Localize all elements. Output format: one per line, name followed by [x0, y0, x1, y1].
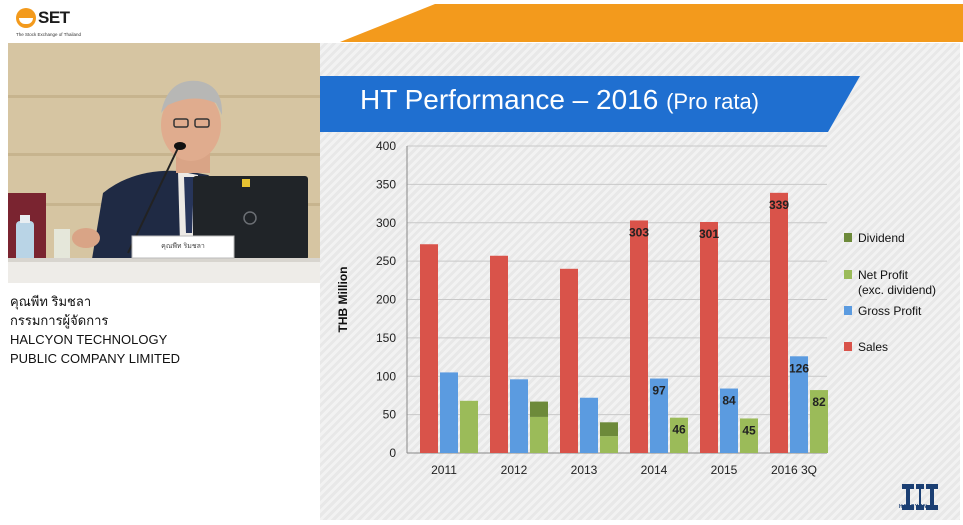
sales-data-label: 303 [629, 225, 649, 239]
slide-title-paren: (Pro rata) [666, 89, 760, 114]
header-orange-band [340, 4, 963, 42]
speaker-nameplate: คุณพีท ริมชลา [161, 243, 205, 250]
sales-bar [490, 255, 508, 453]
gross-profit-bar [440, 372, 458, 453]
y-tick-label: 300 [376, 216, 396, 230]
speaker-title: กรรมการผู้จัดการ [10, 313, 109, 328]
set-logo-text: SET [38, 8, 70, 27]
legend-label: Sales [858, 340, 888, 354]
x-tick-label: 2011 [431, 463, 457, 477]
y-tick-label: 250 [376, 254, 396, 268]
company-line-2: PUBLIC COMPANY LIMITED [10, 351, 180, 366]
speaker-video: คุณพีท ริมชลา [8, 43, 320, 283]
gross-profit-data-label: 97 [652, 384, 666, 398]
gross-profit-data-label: 126 [789, 361, 809, 375]
dividend-bar [530, 401, 548, 417]
gross-profit-bar [580, 397, 598, 453]
sales-bar [630, 220, 648, 453]
legend-label: Dividend [858, 231, 905, 245]
company-line-1: HALCYON TECHNOLOGY [10, 332, 168, 347]
x-tick-label: 2015 [711, 463, 738, 477]
x-tick-label: 2012 [501, 463, 528, 477]
x-tick-label: 2014 [641, 463, 668, 477]
gross-profit-bar [720, 388, 738, 453]
net-profit-bar [600, 436, 618, 453]
net-profit-data-label: 82 [812, 395, 826, 409]
slide-title: HT Performance – 2016 (Pro rata) [360, 84, 759, 116]
halcyon-logo-icon [902, 484, 938, 510]
performance-bar-chart: 0 50 100 150 200 250 300 350 400 THB Million 2011 2… [336, 139, 936, 477]
legend-label-line2: (exc. dividend) [858, 283, 936, 297]
sales-data-label: 301 [699, 227, 719, 241]
net-profit-bar [530, 416, 548, 453]
net-profit-bar [740, 418, 758, 453]
x-tick-label: 2016 3Q [771, 463, 817, 477]
legend-swatch [844, 270, 852, 279]
net-profit-bar [810, 390, 828, 453]
legend-label: Gross Profit [858, 304, 922, 318]
slide-title-main: HT Performance – 2016 [360, 84, 659, 115]
slide-title-banner [320, 76, 860, 132]
halcyon-logo-text: HALCYON [899, 504, 928, 510]
legend-swatch [844, 233, 852, 242]
gross-profit-bar [790, 356, 808, 453]
y-tick-label: 200 [376, 293, 396, 307]
y-tick-label: 50 [383, 408, 397, 422]
gross-profit-bar [650, 378, 668, 453]
bottom-border [0, 520, 963, 525]
right-border [960, 43, 963, 520]
gross-profit-data-label: 84 [722, 394, 736, 408]
y-tick-label: 100 [376, 369, 396, 383]
set-logo-icon [16, 8, 36, 28]
net-profit-data-label: 46 [672, 423, 686, 437]
x-tick-label: 2013 [571, 463, 598, 477]
legend-swatch [844, 342, 852, 351]
legend-swatch [844, 306, 852, 315]
presentation-slide: HT Performance – 2016 (Pro rata) 0 50 100 1… [320, 43, 960, 520]
y-tick-label: 350 [376, 177, 396, 191]
set-logo: SET The Stock Exchange of Thailand [16, 6, 96, 38]
sales-bar [420, 244, 438, 453]
y-tick-label: 400 [376, 139, 396, 153]
y-tick-label: 150 [376, 331, 396, 345]
sales-bar [700, 221, 718, 453]
net-profit-bar [460, 400, 478, 453]
legend-label: Net Profit [858, 268, 909, 282]
net-profit-bar [670, 417, 688, 453]
speaker-name: คุณพีท ริมชลา [10, 294, 92, 309]
y-axis-label: THB Million [336, 267, 350, 333]
top-header-bar: SET The Stock Exchange of Thailand [0, 0, 963, 42]
dividend-bar [600, 422, 618, 437]
sales-bar [770, 192, 788, 453]
speaker-caption: คุณพีท ริมชลา กรรมการผู้จัดการ HALCYON T… [10, 292, 315, 368]
net-profit-data-label: 45 [742, 423, 756, 437]
sales-bar [560, 268, 578, 453]
y-tick-label: 0 [389, 446, 396, 460]
sales-data-label: 339 [769, 198, 789, 212]
gross-profit-bar [510, 379, 528, 453]
set-logo-subtitle: The Stock Exchange of Thailand [16, 32, 81, 37]
